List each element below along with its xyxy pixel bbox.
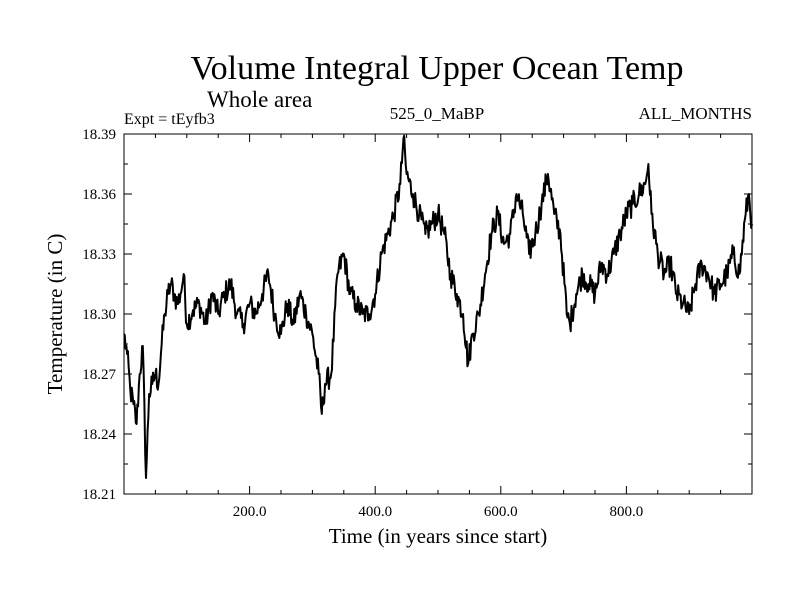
y-tick-label: 18.21 — [82, 487, 116, 503]
y-tick-label: 18.30 — [82, 307, 116, 323]
y-tick-label: 18.33 — [82, 247, 116, 263]
y-axis-label: Temperature (in C) — [43, 234, 67, 395]
y-tick-label: 18.36 — [82, 187, 116, 203]
x-axis-label: Time (in years since start) — [329, 524, 548, 548]
chart-title: Volume Integral Upper Ocean Temp — [191, 50, 684, 87]
months-label: ALL_MONTHS — [639, 104, 752, 123]
x-tick-label: 200.0 — [233, 504, 267, 520]
y-tick-label: 18.39 — [82, 127, 116, 143]
x-tick-label: 400.0 — [358, 504, 392, 520]
experiment-id-label: 525_0_MaBP — [390, 104, 484, 123]
x-tick-label: 800.0 — [610, 504, 644, 520]
expt-label: Expt = tEyfb3 — [124, 111, 215, 128]
chart-subtitle: Whole area — [207, 87, 312, 112]
y-tick-label: 18.24 — [82, 427, 116, 443]
series-line — [123, 134, 753, 479]
y-tick-label: 18.27 — [82, 367, 116, 383]
x-tick-label: 600.0 — [484, 504, 518, 520]
